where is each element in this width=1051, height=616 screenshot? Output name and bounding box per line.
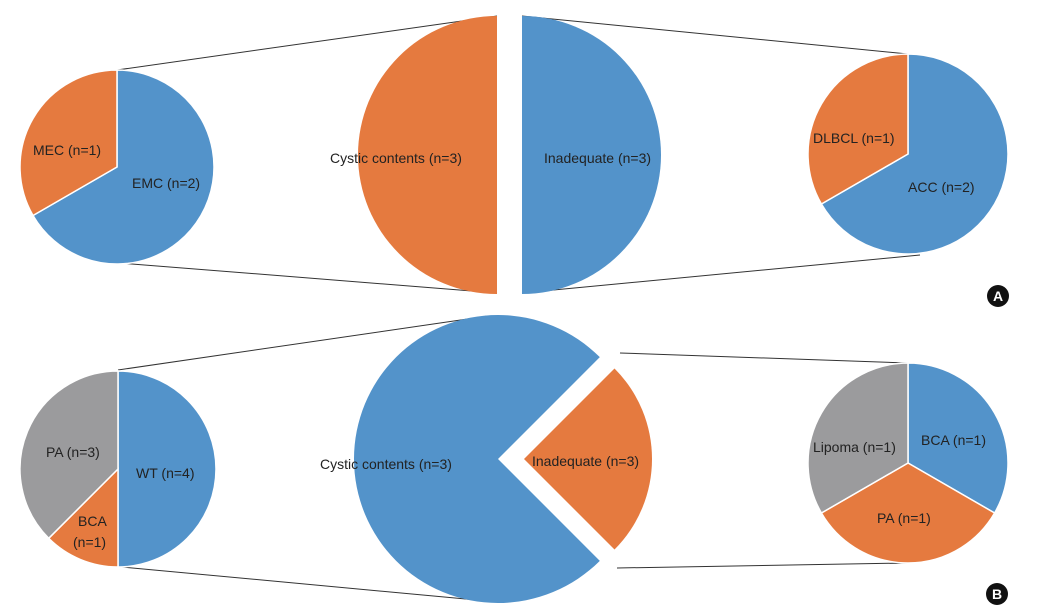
label-a-dlbcl: DLBCL (n=1)	[813, 130, 895, 146]
connector-a-right-bottom	[521, 254, 921, 294]
label-b-pa-left: PA (n=3)	[46, 444, 100, 460]
pie-slice-acc	[820, 53, 1009, 255]
label-a-emc: EMC (n=2)	[132, 175, 200, 191]
panel-a-letter: A	[993, 288, 1003, 304]
pie-slice-pa-right	[820, 462, 996, 564]
pie-slice-cystic-contents	[358, 16, 497, 294]
label-b-cystic-contents: Cystic contents (n=3)	[320, 456, 452, 472]
label-a-acc: ACC (n=2)	[908, 179, 975, 195]
connector-b-left-top	[117, 315, 489, 371]
label-b-lipoma: Lipoma (n=1)	[813, 439, 896, 455]
connector-b-right-top	[619, 352, 909, 364]
panel-b-badge	[986, 583, 1008, 605]
label-a-cystic-contents: Cystic contents (n=3)	[330, 150, 462, 166]
panel-b-letter: B	[992, 586, 1002, 602]
label-b-pa-right: PA (n=1)	[877, 510, 931, 526]
label-b-bca-left-line1: BCA	[78, 513, 107, 529]
pie-slice-wt	[117, 370, 217, 568]
pie-slice-inadequate	[522, 16, 661, 294]
label-b-bca-right: BCA (n=1)	[921, 432, 986, 448]
pie-slice-mec	[19, 69, 118, 217]
connector-b-left-bottom	[121, 566, 499, 603]
label-a-inadequate: Inadequate (n=3)	[544, 150, 651, 166]
pie-slice-bca-left	[47, 467, 119, 568]
panel-a-badge	[987, 285, 1009, 307]
connector-a-left-top	[116, 15, 498, 71]
pie-slice-emc	[31, 69, 215, 265]
connector-b-right-bottom	[616, 562, 909, 569]
label-b-bca-left-line2: (n=1)	[73, 534, 106, 550]
connector-a-left-bottom	[106, 261, 498, 294]
panel-a: Cystic contents (n=3) Inadequate (n=3) E…	[19, 15, 1009, 307]
pie-slice-bca-right	[907, 362, 1009, 515]
pie-slice-inadequate-b	[524, 368, 653, 550]
pie-slice-dlbcl	[807, 53, 909, 206]
label-b-wt: WT (n=4)	[136, 465, 194, 481]
pie-slice-lipoma	[807, 362, 909, 515]
pie-slice-pa-left	[19, 370, 119, 540]
panel-b: Cystic contents (n=3) Inadequate (n=3) W…	[19, 315, 1009, 605]
label-b-inadequate: Inadequate (n=3)	[532, 453, 639, 469]
pie-slice-cystic-contents-b	[353, 315, 600, 603]
connector-a-right-top	[521, 15, 909, 55]
label-a-mec: MEC (n=1)	[33, 142, 101, 158]
